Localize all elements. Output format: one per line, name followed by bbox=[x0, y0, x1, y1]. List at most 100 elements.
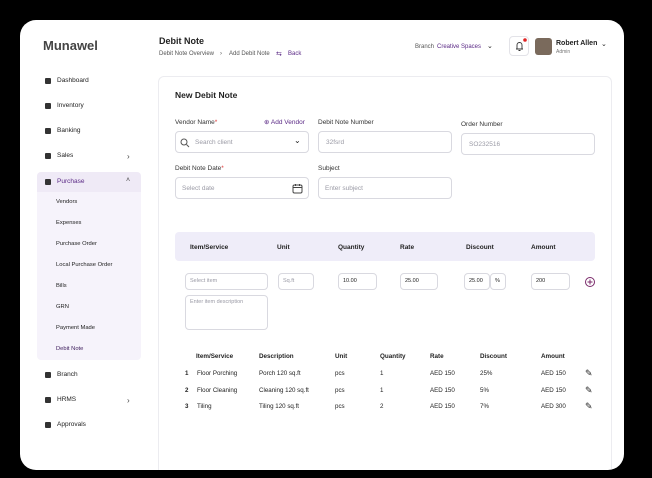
notification-button[interactable] bbox=[509, 36, 529, 56]
menu-item[interactable]: Approvals bbox=[57, 421, 86, 428]
column-header: Quantity bbox=[338, 244, 365, 251]
table-cell: pcs bbox=[335, 386, 345, 394]
subject-input[interactable]: Enter subject bbox=[318, 177, 452, 199]
placeholder: Enter subject bbox=[325, 185, 363, 192]
menu-item[interactable]: Inventory bbox=[57, 102, 84, 109]
add-vendor-button[interactable]: ⊕ Add Vendor bbox=[264, 119, 305, 126]
item-select[interactable] bbox=[185, 273, 268, 290]
breadcrumb-sep: › bbox=[220, 51, 222, 57]
back-link[interactable]: Back bbox=[288, 51, 302, 57]
table-cell: 5% bbox=[480, 386, 489, 394]
table-cell: Floor Cleaning bbox=[197, 386, 238, 394]
brand-logo: Munawel bbox=[43, 38, 98, 53]
table-cell: 1 bbox=[380, 370, 384, 377]
active-menu-bg bbox=[37, 172, 141, 192]
table-cell: Tiling bbox=[197, 403, 212, 410]
required-mark: * bbox=[214, 119, 218, 126]
amount-input[interactable] bbox=[531, 273, 570, 290]
label-text: Debit Note Date bbox=[175, 165, 222, 172]
submenu-item[interactable]: Payment Made bbox=[56, 325, 95, 331]
menu-item[interactable]: HRMS bbox=[57, 396, 77, 403]
app-window: Munawel › ˄ › Debit Note Debit Note Over… bbox=[20, 20, 624, 470]
column-header: Discount bbox=[480, 353, 507, 360]
quantity-input[interactable] bbox=[338, 273, 377, 290]
table-cell: Porch 120 sq.ft bbox=[259, 370, 301, 377]
chevron: ⌄ bbox=[601, 41, 607, 48]
field-label: Vendor Name* bbox=[175, 119, 217, 126]
placeholder: Enter item description bbox=[190, 299, 244, 305]
unit-select[interactable] bbox=[278, 273, 314, 290]
discount-input[interactable] bbox=[464, 273, 490, 290]
table-cell: pcs bbox=[335, 403, 345, 410]
add-row-button[interactable] bbox=[584, 276, 596, 288]
column-header: Rate bbox=[430, 353, 444, 360]
field-label: Order Number bbox=[461, 121, 503, 128]
add-vendor-text: Add Vendor bbox=[270, 119, 305, 126]
submenu-item[interactable]: Local Purchase Order bbox=[56, 262, 113, 268]
user-name[interactable]: Robert Allen bbox=[556, 40, 598, 47]
page-title: Debit Note bbox=[159, 36, 204, 46]
chevron: ⌄ bbox=[487, 43, 493, 50]
table-cell: AED 150 bbox=[541, 370, 566, 377]
order-number-input[interactable]: SO232516 bbox=[461, 133, 595, 155]
submenu-item[interactable]: GRN bbox=[56, 304, 69, 310]
field-label: Debit Note Date* bbox=[175, 165, 224, 172]
table-cell: AED 300 bbox=[541, 403, 566, 410]
input-value: 32fsrd bbox=[326, 139, 345, 146]
table-cell: 1 bbox=[185, 370, 189, 377]
vendor-select[interactable]: Search client ⌄ bbox=[175, 131, 309, 153]
menu-icon bbox=[45, 372, 51, 378]
submenu-bg bbox=[37, 192, 141, 360]
branch-label: Branch bbox=[415, 44, 435, 50]
table-cell: Tiling 120 sq.ft bbox=[259, 403, 300, 410]
menu-item[interactable]: Branch bbox=[57, 371, 78, 378]
breadcrumb[interactable]: Debit Note Overview bbox=[159, 51, 215, 57]
chevron: › bbox=[127, 152, 130, 161]
avatar bbox=[535, 38, 552, 55]
column-header: Discount bbox=[466, 244, 494, 251]
bell-icon bbox=[516, 38, 527, 51]
menu-item[interactable]: Dashboard bbox=[57, 77, 89, 84]
debit-note-number-input[interactable]: 32fsrd bbox=[318, 131, 452, 153]
table-cell: AED 150 bbox=[541, 386, 566, 394]
menu-item[interactable]: Purchase bbox=[57, 178, 85, 185]
input-value: % bbox=[495, 278, 500, 284]
edit-icon[interactable]: ✎ bbox=[585, 401, 593, 411]
menu-item[interactable]: Banking bbox=[57, 127, 81, 134]
search-icon bbox=[180, 138, 190, 148]
placeholder: Select date bbox=[182, 185, 215, 192]
field-label: Subject bbox=[318, 165, 340, 172]
form-title: New Debit Note bbox=[175, 90, 238, 100]
branch-select[interactable]: Creative Spaces bbox=[437, 44, 482, 50]
submenu-item[interactable]: Bills bbox=[56, 283, 67, 289]
back-icon: ⇆ bbox=[276, 51, 282, 58]
rate-input[interactable] bbox=[400, 273, 438, 290]
date-input[interactable]: Select date bbox=[175, 177, 309, 199]
menu-item[interactable]: Sales bbox=[57, 152, 74, 159]
edit-icon[interactable]: ✎ bbox=[585, 368, 593, 378]
breadcrumb[interactable]: Add Debit Note bbox=[229, 51, 270, 57]
description-textarea[interactable] bbox=[185, 295, 268, 330]
column-header: Amount bbox=[531, 244, 556, 251]
submenu-item[interactable]: Debit Note bbox=[56, 346, 84, 352]
column-header: Quantity bbox=[380, 353, 406, 360]
column-header: Unit bbox=[335, 353, 348, 360]
table-cell: 1 bbox=[380, 386, 384, 394]
submenu-item[interactable]: Purchase Order bbox=[56, 241, 97, 247]
menu-icon bbox=[45, 78, 51, 84]
input-value: 10.00 bbox=[343, 278, 357, 284]
calendar-icon bbox=[292, 184, 303, 194]
discount-type-select[interactable] bbox=[490, 273, 506, 290]
menu-icon bbox=[45, 422, 51, 428]
submenu-item[interactable]: Expenses bbox=[56, 220, 82, 226]
table-cell: 2 bbox=[380, 403, 384, 410]
table-cell: 3 bbox=[185, 403, 189, 410]
menu-icon bbox=[45, 128, 51, 134]
table-cell: AED 150 bbox=[430, 386, 455, 394]
submenu-item[interactable]: Vendors bbox=[56, 199, 78, 205]
edit-icon[interactable]: ✎ bbox=[585, 384, 593, 395]
user-role: Admin bbox=[556, 49, 571, 55]
chevron: › bbox=[127, 396, 130, 405]
table-cell: Cleaning 120 sq.ft bbox=[259, 386, 309, 394]
